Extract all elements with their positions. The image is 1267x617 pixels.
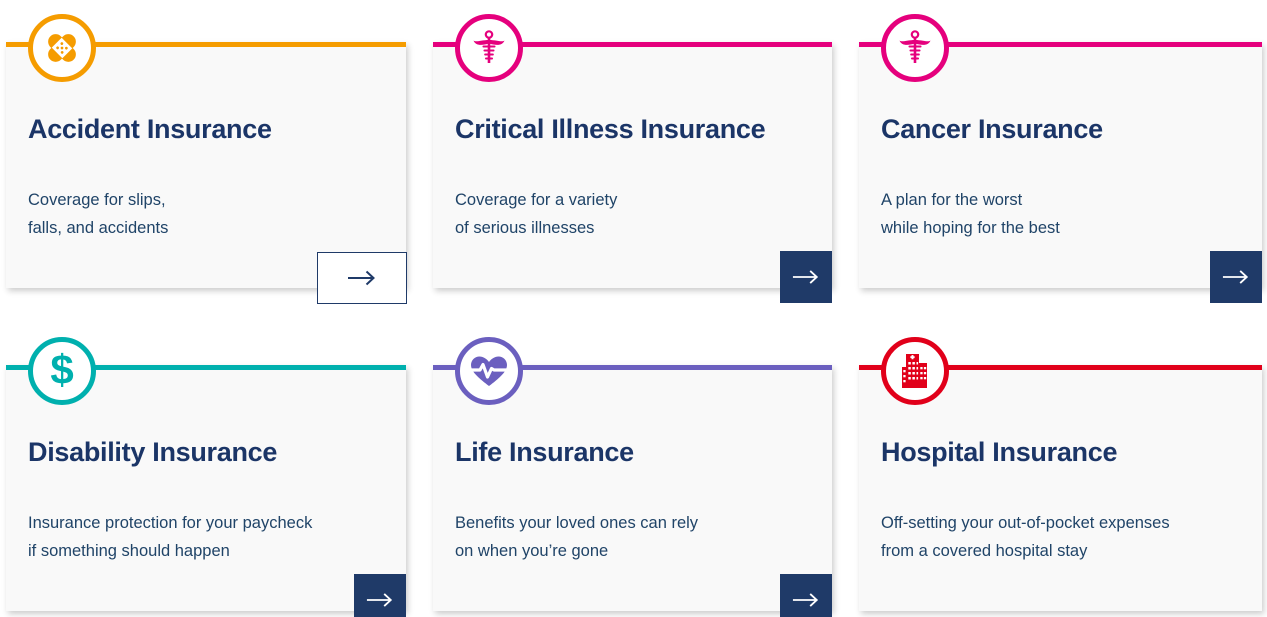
product-card-hospital-insurance[interactable]: Hospital Insurance Off-setting your out-… [859,337,1262,611]
caduceus-icon [455,14,523,82]
arrow-right-icon [348,270,375,286]
card-description-line1: Off-setting your out-of-pocket expenses [881,514,1170,532]
card-description-line1: Coverage for slips, [28,191,166,209]
card-description: Off-setting your out-of-pocket expenses … [881,509,1170,565]
product-card-disability-insurance[interactable]: $ Disability Insurance Insurance protect… [6,337,406,617]
accent-rule [6,365,406,370]
card-arrow-button[interactable] [1210,251,1262,303]
dollar-sign-icon: $ [28,337,96,405]
card-arrow-button[interactable] [354,574,406,617]
accent-rule [859,42,1262,47]
card-arrow-button[interactable] [780,574,832,617]
heart-pulse-icon [455,337,523,405]
caduceus-icon [881,14,949,82]
card-title: Life Insurance [455,437,634,467]
card-arrow-button[interactable] [780,251,832,303]
card-title: Accident Insurance [28,114,272,144]
card-description-line1: Benefits your loved ones can rely [455,514,699,532]
product-card-accident-insurance[interactable]: Accident Insurance Coverage for slips, f… [6,14,407,304]
card-arrow-button[interactable] [317,252,407,304]
card-description-line2: falls, and accidents [28,219,169,237]
product-card-cancer-insurance[interactable]: Cancer Insurance A plan for the worst wh… [859,14,1262,303]
card-description-line2: while hoping for the best [881,219,1060,237]
arrow-right-icon [366,593,393,607]
card-title: Cancer Insurance [881,114,1103,144]
card-description-line1: Coverage for a variety [455,191,618,209]
card-description-line1: A plan for the worst [881,191,1023,209]
card-description: Benefits your loved ones can rely on whe… [455,509,698,565]
card-title: Disability Insurance [28,437,278,467]
arrow-right-icon [1222,270,1249,284]
product-card-critical-illness-insurance[interactable]: Critical Illness Insurance Coverage for … [433,14,832,303]
product-card-life-insurance[interactable]: Life Insurance Benefits your loved ones … [433,337,832,617]
card-description: Coverage for a variety of serious illnes… [455,186,617,242]
card-description-line2: from a covered hospital stay [881,542,1088,560]
card-title: Critical Illness Insurance [455,114,766,144]
bandage-icon [28,14,96,82]
card-description-line2: of serious illnesses [455,219,595,237]
svg-text:$: $ [50,350,73,392]
card-description-line1: Insurance protection for your paycheck [28,514,313,532]
card-description-line2: on when you’re gone [455,542,609,560]
card-description-line2: if something should happen [28,542,230,560]
card-description: Insurance protection for your paycheck i… [28,509,312,565]
accent-rule [433,365,832,370]
arrow-right-icon [792,593,819,607]
accent-rule [6,42,406,47]
hospital-building-icon [881,337,949,405]
card-description: A plan for the worst while hoping for th… [881,186,1060,242]
accent-rule [859,365,1262,370]
accent-rule [433,42,832,47]
arrow-right-icon [792,270,819,284]
card-title: Hospital Insurance [881,437,1118,467]
card-description: Coverage for slips, falls, and accidents [28,186,168,242]
